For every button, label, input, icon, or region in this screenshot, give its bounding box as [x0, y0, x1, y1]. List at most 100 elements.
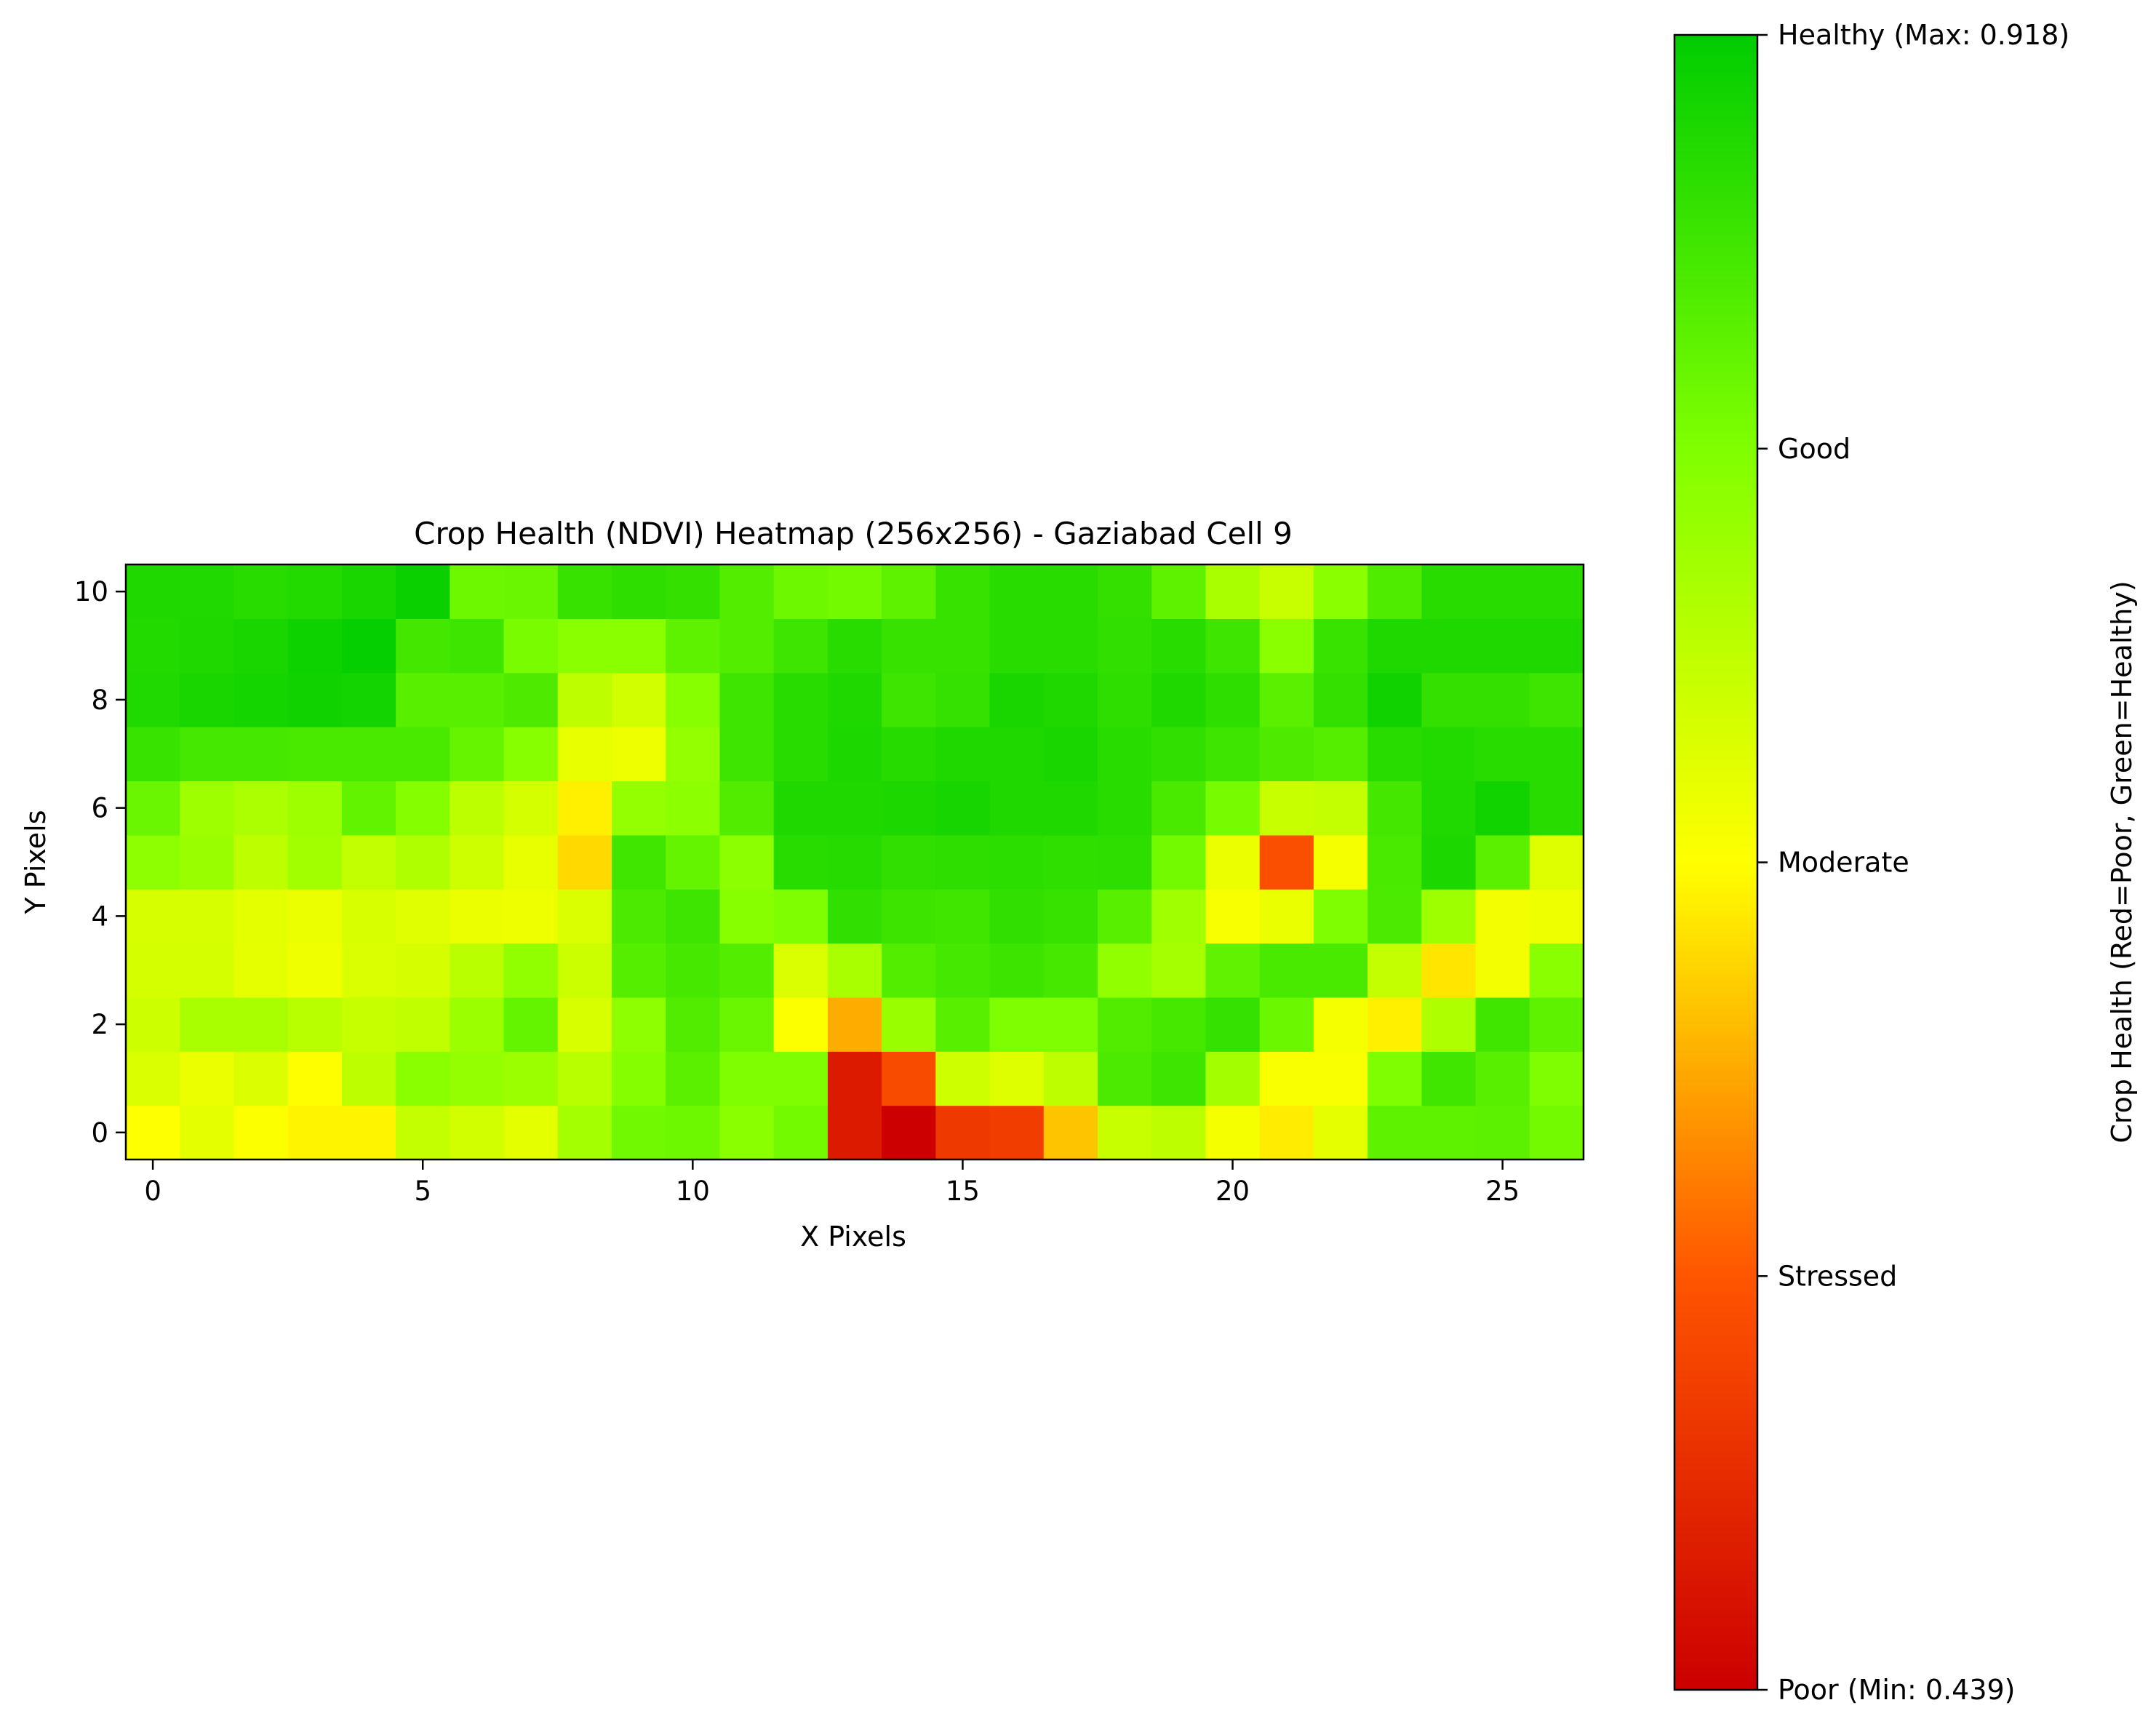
heatmap-cell-r5-c0	[126, 834, 180, 890]
y-tick-label-2: 4	[91, 901, 108, 932]
heatmap-cell-r1-c0	[126, 1051, 180, 1106]
heatmap-cell-r10-c15	[935, 564, 991, 619]
heatmap-cell-r6-c12	[773, 781, 829, 836]
heatmap-cell-r1-c21	[1259, 1051, 1314, 1106]
heatmap-cell-r5-c24	[1421, 834, 1477, 890]
heatmap-cell-r2-c18	[1098, 997, 1152, 1052]
heatmap-cell-r9-c6	[450, 618, 505, 674]
heatmap-cell-r8-c6	[450, 672, 505, 727]
heatmap-cell-r7-c23	[1368, 727, 1422, 782]
heatmap-cell-r9-c5	[396, 618, 450, 674]
y-axis-label: Y Pixels	[20, 810, 52, 915]
heatmap-cell-r4-c14	[882, 889, 936, 944]
heatmap-cell-r2-c13	[827, 997, 882, 1052]
heatmap-cell-r1-c14	[882, 1051, 936, 1106]
heatmap-cell-r9-c23	[1368, 618, 1422, 674]
heatmap-cell-r7-c24	[1421, 727, 1477, 782]
heatmap-cell-r10-c24	[1421, 564, 1477, 619]
heatmap-cell-r7-c14	[882, 727, 936, 782]
heatmap-cell-r3-c9	[612, 943, 666, 998]
heatmap-cell-r2-c5	[396, 997, 450, 1052]
x-tick-label-0: 0	[144, 1176, 161, 1207]
heatmap-cell-r2-c8	[557, 997, 612, 1052]
heatmap-cell-r6-c10	[666, 781, 721, 836]
heatmap-cell-r6-c2	[233, 781, 289, 836]
heatmap-cell-r0-c0	[126, 1105, 180, 1160]
heatmap-cell-r0-c12	[773, 1105, 829, 1160]
heatmap-cell-r2-c26	[1529, 997, 1584, 1052]
heatmap-cell-r5-c15	[935, 834, 991, 890]
heatmap-cell-r5-c7	[503, 834, 559, 890]
heatmap-cell-r1-c26	[1529, 1051, 1584, 1106]
x-tick-label-2: 10	[676, 1176, 710, 1207]
heatmap-cell-r10-c12	[773, 564, 829, 619]
heatmap-cell-r3-c10	[666, 943, 721, 998]
heatmap-cell-r10-c3	[287, 564, 343, 619]
heatmap-cell-r10-c0	[126, 564, 180, 619]
heatmap-cell-r10-c4	[341, 564, 396, 619]
heatmap-cell-r5-c20	[1205, 834, 1261, 890]
heatmap-cell-r5-c21	[1259, 834, 1314, 890]
heatmap-cell-r3-c11	[719, 943, 775, 998]
heatmap-cell-r9-c11	[719, 618, 775, 674]
heatmap-cell-r0-c11	[719, 1105, 775, 1160]
heatmap-cell-r8-c5	[396, 672, 450, 727]
heatmap-cell-r7-c17	[1043, 727, 1098, 782]
heatmap-cell-r1-c16	[989, 1051, 1045, 1106]
heatmap-cell-r0-c21	[1259, 1105, 1314, 1160]
heatmap-cell-r6-c8	[557, 781, 612, 836]
plot-frame	[124, 563, 1585, 1161]
heatmap-cell-r1-c8	[557, 1051, 612, 1106]
heatmap-cell-r4-c10	[666, 889, 721, 944]
heatmap-cell-r1-c10	[666, 1051, 721, 1106]
heatmap-cell-r9-c26	[1529, 618, 1584, 674]
heatmap-cell-r8-c25	[1475, 672, 1530, 727]
heatmap-cell-r2-c24	[1421, 997, 1477, 1052]
heatmap-cell-r6-c11	[719, 781, 775, 836]
heatmap-cell-r3-c25	[1475, 943, 1530, 998]
heatmap-cell-r5-c12	[773, 834, 829, 890]
heatmap-cell-r1-c3	[287, 1051, 343, 1106]
heatmap-cell-r4-c9	[612, 889, 666, 944]
heatmap-cell-r3-c13	[827, 943, 882, 998]
heatmap-cell-r3-c18	[1098, 943, 1152, 998]
heatmap-cell-r8-c11	[719, 672, 775, 727]
heatmap-cell-r3-c15	[935, 943, 991, 998]
heatmap-cell-r3-c12	[773, 943, 829, 998]
heatmap-cell-r6-c26	[1529, 781, 1584, 836]
heatmap-cell-r8-c20	[1205, 672, 1261, 727]
heatmap-cell-r9-c0	[126, 618, 180, 674]
heatmap-cell-r7-c9	[612, 727, 666, 782]
heatmap-cell-r7-c26	[1529, 727, 1584, 782]
heatmap-cell-r2-c2	[233, 997, 289, 1052]
y-tick-label-5: 10	[74, 576, 108, 607]
heatmap-cell-r3-c0	[126, 943, 180, 998]
heatmap-cell-r10-c13	[827, 564, 882, 619]
heatmap-cell-r2-c12	[773, 997, 829, 1052]
heatmap-cell-r7-c18	[1098, 727, 1152, 782]
heatmap-cell-r7-c1	[180, 727, 235, 782]
heatmap-cell-r9-c20	[1205, 618, 1261, 674]
heatmap-cell-r1-c11	[719, 1051, 775, 1106]
heatmap-cell-r0-c18	[1098, 1105, 1152, 1160]
heatmap-cell-r5-c1	[180, 834, 235, 890]
heatmap-cell-r9-c17	[1043, 618, 1098, 674]
heatmap-cell-r4-c21	[1259, 889, 1314, 944]
heatmap-cell-r0-c19	[1151, 1105, 1207, 1160]
heatmap-cell-r9-c25	[1475, 618, 1530, 674]
heatmap-cell-r1-c4	[341, 1051, 396, 1106]
heatmap-cell-r1-c19	[1151, 1051, 1207, 1106]
heatmap-cell-r7-c22	[1313, 727, 1368, 782]
heatmap-cell-r5-c9	[612, 834, 666, 890]
heatmap-cell-r6-c24	[1421, 781, 1477, 836]
heatmap-cell-r7-c5	[396, 727, 450, 782]
heatmap-cell-r7-c7	[503, 727, 559, 782]
heatmap-cell-r6-c6	[450, 781, 505, 836]
heatmap-cell-r5-c6	[450, 834, 505, 890]
heatmap-cell-r5-c19	[1151, 834, 1207, 890]
y-tick-label-4: 8	[91, 685, 108, 716]
heatmap-cell-r6-c21	[1259, 781, 1314, 836]
heatmap-cell-r8-c23	[1368, 672, 1422, 727]
x-axis-label: X Pixels	[800, 1221, 906, 1253]
